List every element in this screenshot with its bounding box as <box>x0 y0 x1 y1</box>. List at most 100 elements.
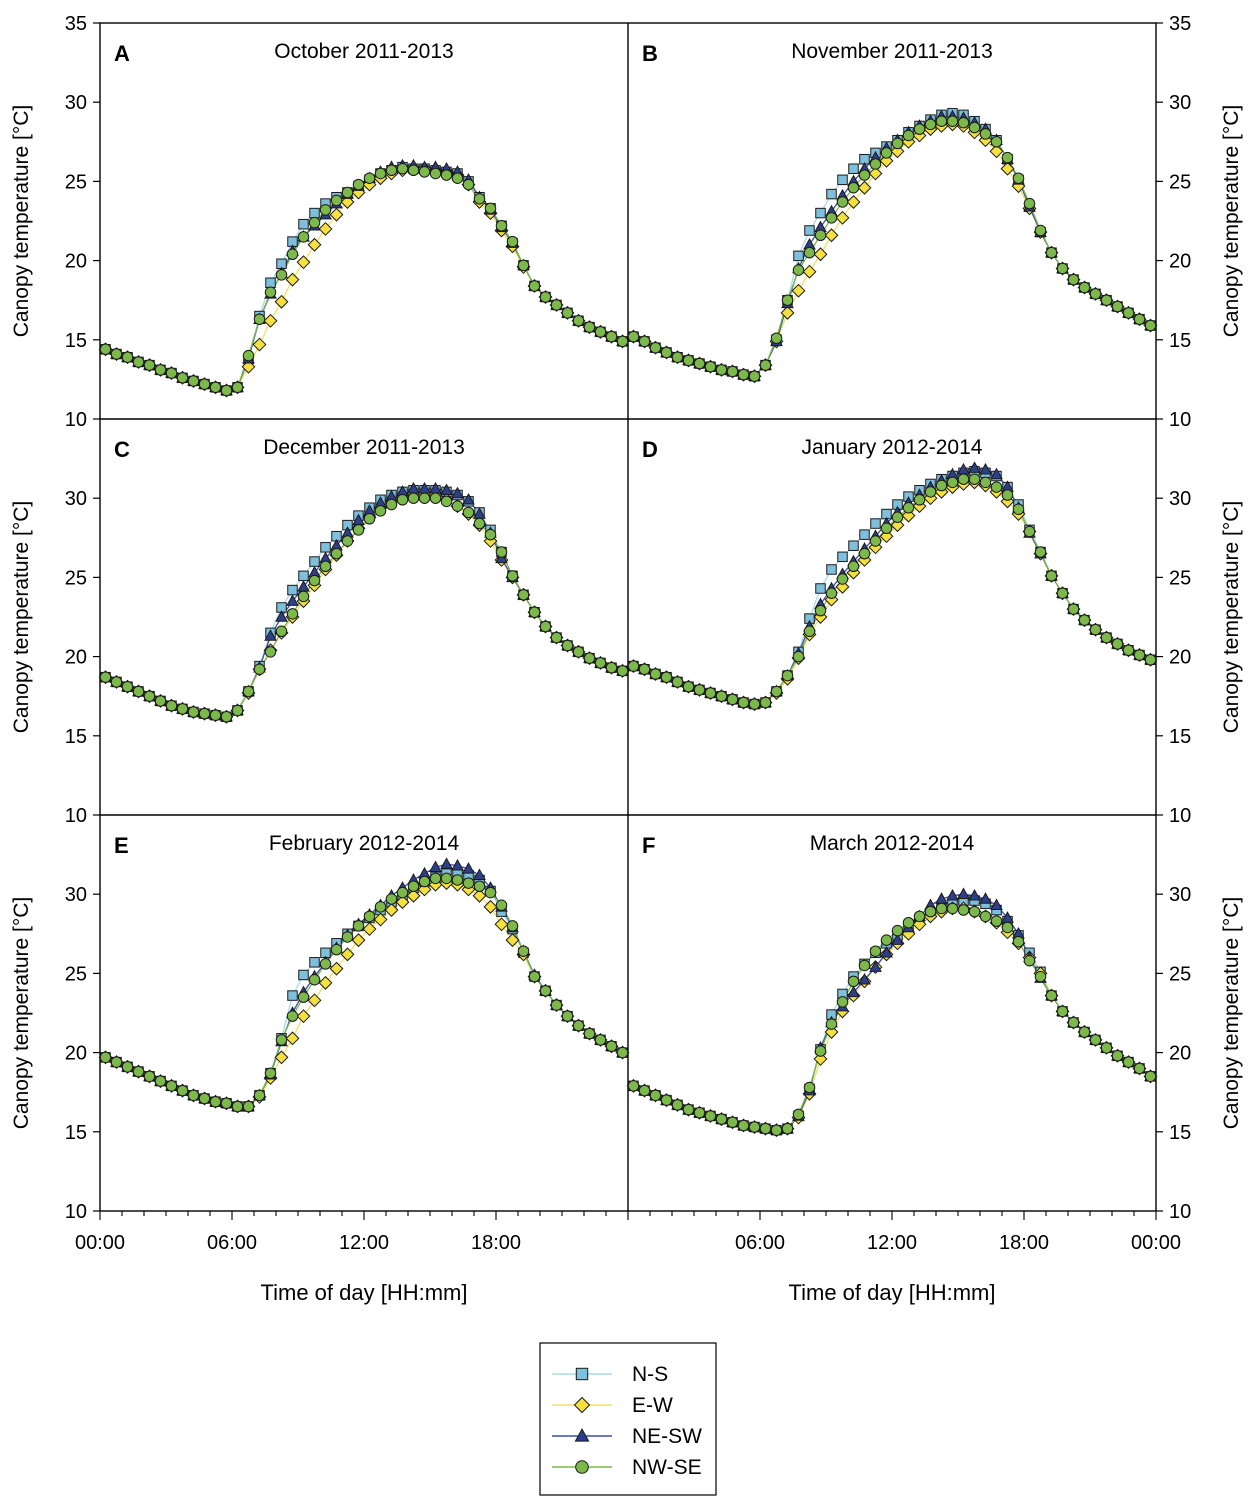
data-point <box>682 1103 695 1116</box>
data-point <box>1078 1026 1091 1038</box>
data-point <box>660 1094 673 1106</box>
data-point <box>880 147 893 159</box>
data-point <box>880 934 893 946</box>
data-point <box>1034 546 1047 558</box>
data-point <box>1067 1016 1080 1029</box>
data-point <box>891 924 904 937</box>
y-axis-label-left: Canopy temperature [°C] <box>10 501 33 734</box>
data-point <box>363 513 376 525</box>
data-point <box>891 933 904 945</box>
series-markers-nw-se <box>99 162 629 397</box>
data-point <box>494 917 509 932</box>
data-point <box>252 337 267 352</box>
data-point <box>329 961 344 976</box>
data-point <box>1045 989 1058 1002</box>
data-point <box>837 551 848 563</box>
data-point <box>605 661 618 674</box>
data-point <box>858 547 871 560</box>
y-axis-label-left: Canopy temperature [°C] <box>10 105 33 338</box>
x-tick-label: 18:00 <box>999 1232 1049 1254</box>
data-point <box>627 1080 640 1092</box>
y-tick-label: 35 <box>65 13 87 35</box>
data-point <box>143 690 156 702</box>
data-point <box>406 888 421 903</box>
series-line-ne-sw <box>633 467 1151 705</box>
data-point <box>297 590 310 603</box>
data-point <box>715 364 728 376</box>
data-point <box>296 1009 311 1024</box>
y-tick-label: 10 <box>1169 1201 1191 1223</box>
data-point <box>1000 161 1015 176</box>
panel-f: F March 2012-2014 <box>626 832 1158 1138</box>
data-point <box>440 483 453 496</box>
y-tick-label: 25 <box>65 963 87 985</box>
data-point <box>341 931 354 943</box>
data-point <box>231 381 244 394</box>
legend-item-ne-sw: NE-SW <box>552 1425 702 1448</box>
y-tick-label: 30 <box>65 92 87 114</box>
data-point <box>858 169 871 181</box>
data-point <box>340 947 355 962</box>
series-markers-n-s <box>100 161 628 396</box>
data-point <box>660 346 673 359</box>
data-point <box>308 973 321 986</box>
y-tick-label: 15 <box>1169 726 1191 748</box>
data-point <box>693 357 706 370</box>
data-point <box>220 1097 233 1110</box>
data-point <box>781 669 794 682</box>
data-point <box>451 500 464 512</box>
data-point <box>528 970 541 983</box>
x-axis-label-left: Time of day [HH:mm] <box>261 1280 468 1305</box>
data-point <box>781 1122 794 1135</box>
data-point <box>572 1019 585 1032</box>
y-tick-label: 15 <box>1169 1122 1191 1144</box>
y-tick-label: 25 <box>65 171 87 193</box>
data-point <box>1078 281 1091 294</box>
panel-e: E February 2012-2014 <box>98 832 630 1114</box>
data-point <box>946 888 959 901</box>
data-point <box>287 584 298 596</box>
data-point <box>318 975 333 990</box>
data-point <box>352 524 365 536</box>
data-point <box>539 985 552 997</box>
data-point <box>274 294 289 309</box>
data-point <box>1089 623 1102 636</box>
data-point <box>979 892 992 904</box>
data-point <box>726 365 739 378</box>
data-point <box>462 877 475 889</box>
data-point <box>274 1050 289 1065</box>
panel-a: A October 2011-2013 <box>98 40 630 398</box>
data-point <box>815 583 826 594</box>
data-point <box>990 915 1003 927</box>
data-point <box>165 699 178 712</box>
series-markers-nw-se <box>99 492 629 723</box>
data-point <box>330 194 343 207</box>
data-point <box>869 535 882 547</box>
data-point <box>616 1046 629 1059</box>
data-point <box>385 164 398 177</box>
panel-letter: C <box>114 437 130 462</box>
data-point <box>946 115 959 127</box>
data-point <box>902 501 915 514</box>
data-point <box>264 286 277 299</box>
data-point <box>957 887 970 899</box>
data-point <box>341 535 354 547</box>
y-tick-label: 30 <box>1169 488 1191 510</box>
data-point <box>341 186 354 199</box>
data-point <box>473 868 486 880</box>
data-point <box>791 283 806 298</box>
data-point <box>539 620 552 633</box>
data-point <box>572 315 585 327</box>
data-point <box>528 280 541 292</box>
y-tick-label: 15 <box>65 330 87 352</box>
data-point <box>286 1010 299 1022</box>
panel-d: D January 2012-2014 <box>626 436 1158 712</box>
legend-item-nw-se: NW-SE <box>552 1456 702 1479</box>
series-markers-ne-sw <box>627 461 1157 709</box>
data-point <box>187 375 200 387</box>
legend-item-n-s: N-S <box>552 1363 668 1386</box>
y-tick-label: 10 <box>65 805 87 827</box>
data-point <box>561 1010 574 1022</box>
data-point <box>1023 954 1036 967</box>
panel-title: January 2012-2014 <box>802 436 983 459</box>
